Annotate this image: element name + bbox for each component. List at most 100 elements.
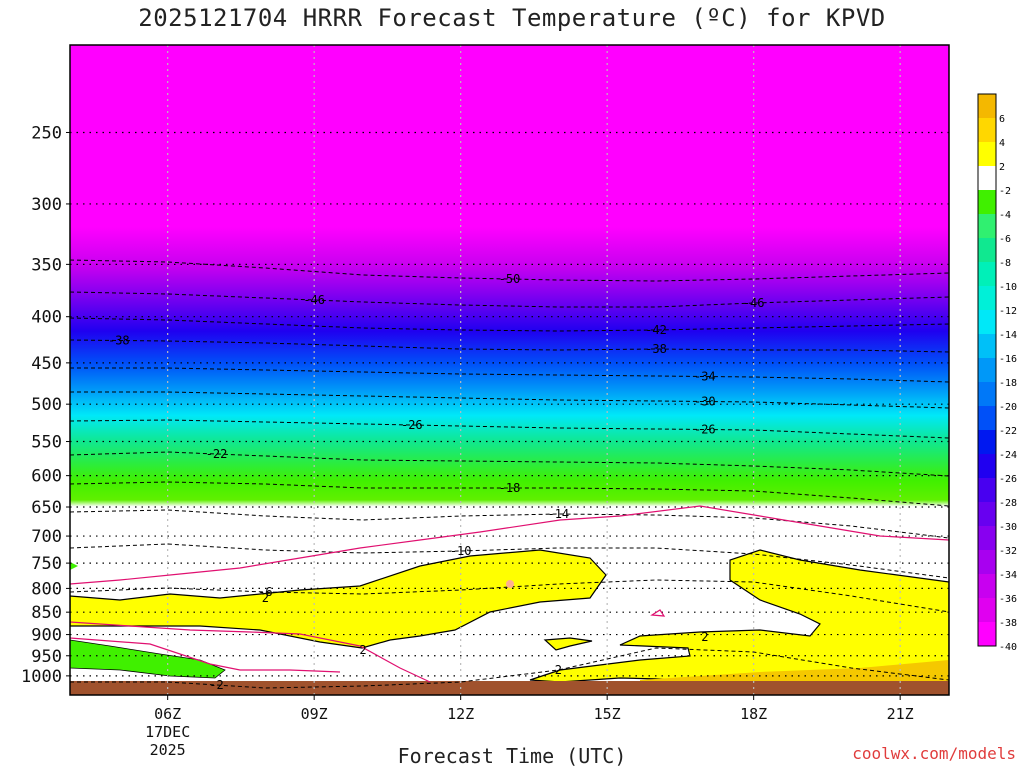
colorbar-swatch: [978, 526, 996, 551]
y-tick-1000: 1000: [21, 667, 62, 687]
contour-label--18: -18: [499, 481, 521, 495]
surface-terrain: [70, 681, 949, 695]
colorbar-swatch: [978, 622, 996, 647]
colorbar-label--16: -16: [999, 354, 1017, 365]
time-gridlines: [167, 45, 901, 695]
colorbar: 6 4 2 -2 -4 -6 -8 -10 -12 -14 -16 -18 -20 -22 -24 -26 -2…: [977, 93, 1017, 653]
y-tick-250: 250: [31, 123, 62, 143]
region-label-2: 2: [701, 630, 708, 644]
y-tick-450: 450: [31, 354, 62, 374]
colorbar-swatch: [978, 262, 996, 287]
contour-labels: -50-46 -46-42-38-38-34-30-26 -26-22-18-14-…: [108, 272, 765, 692]
colorbar-label--20: -20: [999, 402, 1017, 413]
colorbar-label-2: 2: [999, 162, 1005, 173]
colorbar-label--26: -26: [999, 474, 1017, 485]
y-tick-750: 750: [31, 554, 62, 574]
y-tick-400: 400: [31, 308, 62, 328]
colorbar-swatch: [978, 430, 996, 455]
colorbar-label--32: -32: [999, 546, 1017, 557]
colorbar-swatch: [978, 502, 996, 527]
temperature-contours: [70, 259, 949, 689]
colorbar-swatch: [978, 190, 996, 215]
contour-label--30: -30: [694, 395, 716, 409]
credit-link[interactable]: coolwx.com/models: [852, 744, 1016, 763]
y-tick-950: 950: [31, 647, 62, 667]
green-blip: [70, 562, 78, 570]
x-tick-date: 17DEC: [145, 723, 190, 741]
colorbar-swatch: [978, 238, 996, 263]
y-tick-500: 500: [31, 395, 62, 415]
colorbar-label--12: -12: [999, 306, 1017, 317]
colorbar-label--6: -6: [999, 234, 1011, 245]
y-tick-850: 850: [31, 603, 62, 623]
colorbar-swatch: [978, 574, 996, 599]
colorbar-swatch: [978, 94, 996, 119]
freezing-line-upper: [70, 505, 949, 585]
plot-frame: [69, 44, 950, 696]
region-label-2: 2: [359, 643, 366, 657]
colorbar-swatch: [978, 598, 996, 623]
contour-label--42: -42: [645, 323, 667, 337]
x-axis-label: Forecast Time (UTC): [397, 744, 627, 768]
colorbar-label--14: -14: [999, 330, 1017, 341]
contour-label--46: -46: [743, 296, 765, 310]
freezing-line-surface: [70, 637, 341, 673]
colorbar-swatch: [978, 166, 996, 191]
colorbar-label--28: -28: [999, 498, 1017, 509]
colorbar-label--2: -2: [999, 186, 1011, 197]
contour-label--34: -34: [694, 370, 716, 384]
y-tick-700: 700: [31, 527, 62, 547]
y-tick-900: 900: [31, 626, 62, 646]
colorbar-swatch: [978, 382, 996, 407]
colorbar-label--40: -40: [999, 642, 1017, 653]
contour--2: [70, 647, 949, 689]
contour-label--46: -46: [303, 293, 325, 307]
chart-title: 2025121704 HRRR Forecast Temperature (ºC…: [138, 4, 886, 32]
colorbar-swatch: [978, 478, 996, 503]
colorbar-label--38: -38: [999, 618, 1017, 629]
contour-label--2: -2: [209, 678, 223, 692]
x-tick-21Z: 21Z: [887, 705, 914, 723]
green-region-low: [70, 639, 226, 679]
colorbar-swatch: [978, 286, 996, 311]
freezing-triangle: [650, 609, 666, 617]
contour-label--22: -22: [206, 447, 228, 461]
contour-label--14: -14: [547, 507, 569, 521]
y-tick-800: 800: [31, 579, 62, 599]
freezing-line-lower: [70, 621, 431, 683]
colorbar-swatch: [978, 310, 996, 335]
colorbar-label--34: -34: [999, 570, 1017, 581]
warm-spot: [506, 580, 514, 588]
colorbar-label--30: -30: [999, 522, 1017, 533]
x-tick-15Z: 15Z: [594, 705, 621, 723]
x-tick-12Z: 12Z: [447, 705, 474, 723]
colorbar-label-6: 6: [999, 114, 1005, 125]
y-tick-350: 350: [31, 255, 62, 275]
colorbar-label--36: -36: [999, 594, 1017, 605]
contour-label--38: -38: [645, 342, 667, 356]
colorbar-label-4: 4: [999, 138, 1005, 149]
x-tick-09Z: 09Z: [301, 705, 328, 723]
contour-label--6: -6: [258, 585, 272, 599]
colorbar-swatch: [978, 334, 996, 359]
contour-label--26: -26: [401, 418, 423, 432]
yellow-region-east: [529, 549, 949, 683]
colorbar-swatch: [978, 358, 996, 383]
colorbar-label--18: -18: [999, 378, 1017, 389]
region-label-2: 2: [262, 591, 269, 605]
y-tick-550: 550: [31, 433, 62, 453]
colorbar-swatch: [978, 406, 996, 431]
contour-label-2: 2: [555, 663, 562, 677]
yellow-region-west: [70, 549, 607, 649]
y-tick-650: 650: [31, 498, 62, 518]
colorbar-label--10: -10: [999, 282, 1017, 293]
colorbar-frame: [977, 93, 997, 647]
contour-label--10: -10: [450, 544, 472, 558]
colorbar-label--24: -24: [999, 450, 1017, 461]
colorbar-label--8: -8: [999, 258, 1011, 269]
yellow-blob-small: [543, 637, 593, 651]
colorbar-swatch: [978, 550, 996, 575]
x-tick-06Z: 06Z: [154, 705, 181, 723]
